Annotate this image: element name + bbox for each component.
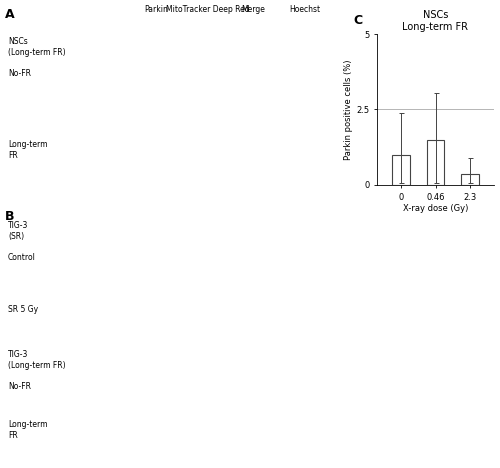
Text: Merge: Merge	[241, 6, 265, 15]
Text: Parkin: Parkin	[144, 6, 168, 15]
Y-axis label: Parkin positive cells (%): Parkin positive cells (%)	[344, 59, 354, 160]
Text: A: A	[5, 8, 15, 21]
Text: Hoechst: Hoechst	[290, 6, 320, 15]
Text: B: B	[5, 210, 15, 223]
Bar	[462, 174, 478, 185]
Text: Long-term
FR: Long-term FR	[8, 420, 48, 440]
Text: SR 5 Gy: SR 5 Gy	[8, 305, 38, 314]
Text: Long-term
FR: Long-term FR	[8, 140, 48, 160]
Text: NSCs
(Long-term FR)

No-FR: NSCs (Long-term FR) No-FR	[8, 37, 66, 78]
Bar	[392, 155, 409, 185]
Text: TIG-3
(SR)

Control: TIG-3 (SR) Control	[8, 221, 36, 262]
Text: TIG-3
(Long-term FR)

No-FR: TIG-3 (Long-term FR) No-FR	[8, 351, 66, 391]
Text: C: C	[353, 14, 362, 27]
Title: NSCs
Long-term FR: NSCs Long-term FR	[402, 10, 468, 32]
Text: MitoTracker Deep Red: MitoTracker Deep Red	[166, 6, 250, 15]
X-axis label: X-ray dose (Gy): X-ray dose (Gy)	[403, 205, 468, 213]
Bar	[427, 140, 444, 185]
